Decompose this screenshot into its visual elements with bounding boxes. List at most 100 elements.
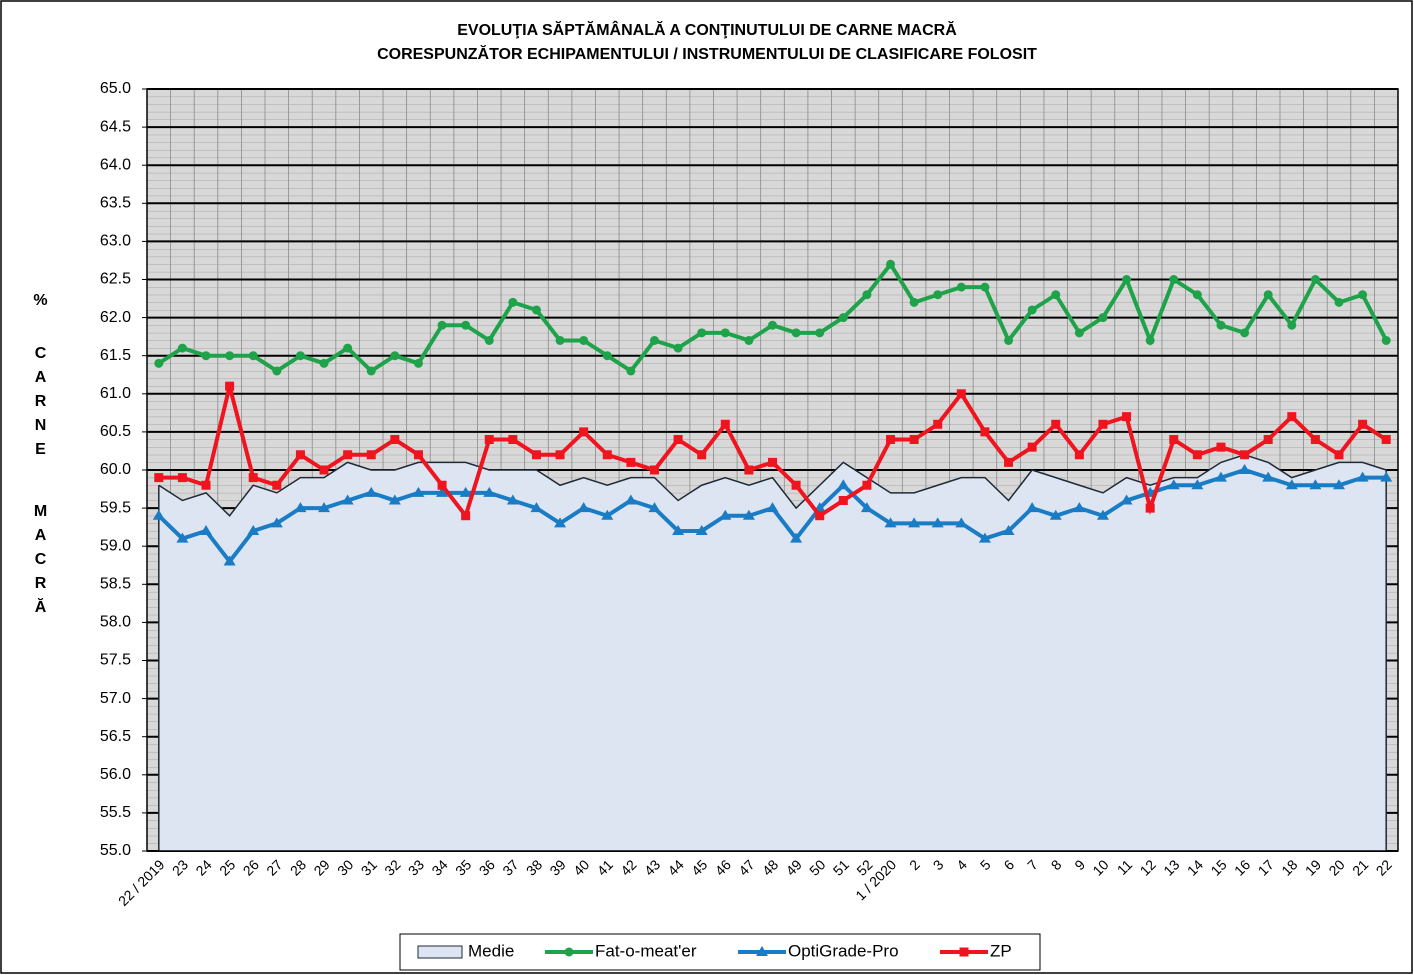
data-point	[744, 465, 754, 475]
x-tick-label: 29	[310, 856, 332, 878]
legend-label: ZP	[990, 941, 1012, 960]
data-point	[672, 524, 685, 535]
data-point	[579, 427, 589, 437]
legend-label: OptiGrade-Pro	[788, 941, 899, 960]
legend-marker	[756, 946, 768, 956]
x-tick-label: 42	[617, 856, 639, 878]
data-point	[815, 328, 825, 338]
data-point	[390, 351, 400, 361]
data-point	[1216, 320, 1226, 330]
data-point	[1263, 435, 1273, 445]
x-tick-label: 40	[570, 856, 592, 878]
data-point	[695, 524, 708, 535]
data-point	[508, 297, 518, 307]
data-point	[626, 457, 636, 467]
x-tick-label: 28	[287, 856, 309, 878]
data-point	[531, 450, 541, 460]
legend-label: Fat-o-meat'er	[595, 941, 697, 960]
x-tick-label: 27	[263, 856, 285, 878]
data-point	[1145, 503, 1155, 513]
data-point	[1358, 419, 1368, 429]
data-point	[720, 328, 730, 338]
x-tick-label: 5	[977, 856, 994, 873]
data-point	[200, 524, 213, 535]
data-point	[579, 335, 589, 345]
x-tick-label: 35	[452, 856, 474, 878]
x-tick-label: 9	[1071, 856, 1088, 873]
data-point	[225, 351, 235, 361]
x-tick-label: 33	[405, 856, 427, 878]
data-point	[909, 435, 919, 445]
data-point	[1027, 442, 1037, 452]
y-axis-label: %	[32, 292, 49, 316]
x-tick-label: 22 / 2019	[115, 856, 168, 909]
data-point	[626, 366, 636, 376]
data-point	[768, 320, 777, 330]
data-point	[1216, 442, 1226, 452]
data-point	[484, 435, 494, 445]
x-tick-label: 36	[476, 856, 498, 878]
x-tick-label: 19	[1302, 856, 1324, 878]
data-point	[506, 494, 519, 505]
data-point	[343, 450, 353, 460]
data-point	[318, 502, 331, 513]
x-tick-label: 10	[1089, 856, 1111, 878]
data-point	[602, 450, 612, 460]
data-point	[248, 473, 258, 483]
data-point	[980, 282, 990, 292]
x-tick-label: 20	[1325, 856, 1347, 878]
y-tick-label: 58.5	[100, 576, 131, 593]
area	[158, 454, 1387, 851]
x-tick-label: 17	[1255, 856, 1277, 878]
y-tick-label: 62.0	[100, 309, 131, 326]
x-tick-label: 39	[546, 856, 568, 878]
x-tick-label: 7	[1024, 856, 1041, 873]
x-tick-label: 15	[1207, 856, 1229, 878]
data-point	[978, 532, 991, 543]
legend-label: Medie	[468, 941, 514, 960]
data-point	[908, 517, 921, 528]
data-point	[272, 366, 282, 376]
data-point	[1380, 471, 1393, 482]
x-tick-label: 41	[594, 856, 616, 878]
x-tick-label: 8	[1048, 856, 1065, 873]
legend-marker	[564, 947, 574, 957]
data-point	[295, 351, 305, 361]
data-point	[791, 480, 801, 490]
plot-border	[146, 88, 1399, 852]
data-point	[176, 532, 189, 543]
x-tick-label: 24	[192, 856, 214, 878]
x-tick-label: 16	[1231, 856, 1253, 878]
data-point	[956, 389, 966, 399]
data-point	[1334, 450, 1344, 460]
data-point	[1145, 335, 1155, 345]
x-tick-label: 3	[930, 856, 947, 873]
data-point	[1287, 320, 1297, 330]
data-point	[412, 486, 425, 497]
x-tick-label: 51	[830, 856, 852, 878]
data-point	[862, 480, 872, 490]
data-point	[1098, 313, 1108, 323]
area-line	[158, 453, 1387, 517]
data-point	[1096, 509, 1109, 520]
data-point	[225, 381, 235, 391]
data-point	[154, 358, 164, 368]
x-tick-label: 50	[806, 856, 828, 878]
data-point	[388, 494, 401, 505]
data-point	[1167, 479, 1180, 490]
data-point	[177, 473, 187, 483]
data-point	[624, 494, 637, 505]
x-tick-label: 34	[428, 856, 450, 878]
data-point	[909, 297, 919, 307]
data-point	[837, 479, 850, 490]
data-point	[955, 517, 968, 528]
data-point	[933, 419, 943, 429]
y-tick-label: 63.0	[100, 233, 131, 250]
data-point	[886, 259, 896, 269]
data-point	[508, 435, 518, 445]
data-point	[719, 509, 732, 520]
data-point	[1074, 328, 1084, 338]
data-point	[1287, 412, 1297, 422]
x-tick-label: 25	[216, 856, 238, 878]
